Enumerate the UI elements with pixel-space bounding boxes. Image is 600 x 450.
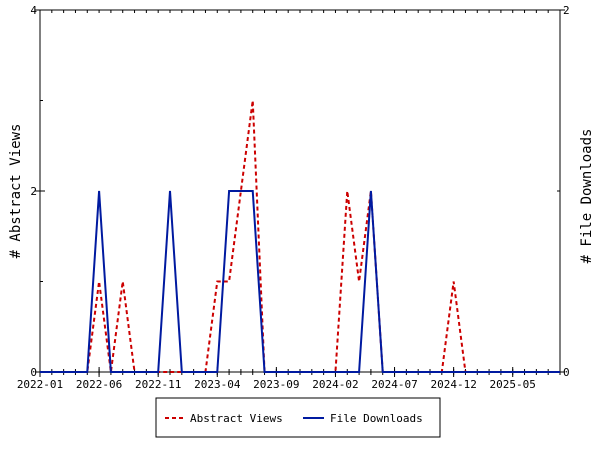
legend-box — [155, 397, 441, 438]
y-axis-ticks: 0 2 4 0 2 — [30, 4, 569, 379]
x-axis-ticks: 2022-01 2022-06 2022-11 2023-04 2023-09 2024-… — [17, 10, 561, 391]
y-right-axis-title: # File Downloads — [579, 129, 595, 264]
x-tick-label: 2022-11 — [135, 378, 181, 391]
y-right-tick-label: 2 — [563, 4, 570, 17]
y-right-tick-label: 0 — [563, 366, 570, 379]
y-left-tick-label: 0 — [30, 366, 37, 379]
legend: Abstract Views File Downloads — [155, 397, 441, 438]
y-left-tick-label: 2 — [30, 185, 37, 198]
x-tick-label: 2023-04 — [194, 378, 241, 391]
x-tick-label: 2024-02 — [312, 378, 358, 391]
legend-abstract-views-label: Abstract Views — [190, 412, 283, 425]
series-layer — [40, 100, 560, 373]
y-left-tick-label: 4 — [30, 4, 37, 17]
legend-file-downloads-label: File Downloads — [330, 412, 423, 425]
series-line-abstract-views — [40, 100, 560, 373]
x-tick-label: 2024-12 — [430, 378, 476, 391]
y-left-axis-title: # Abstract Views — [8, 124, 24, 259]
x-tick-label: 2022-01 — [17, 378, 63, 391]
x-tick-label: 2024-07 — [371, 378, 417, 391]
series-line-file-downloads — [40, 190, 560, 373]
x-tick-label: 2025-05 — [490, 378, 536, 391]
plot-frame — [39, 9, 561, 373]
x-tick-label: 2022-06 — [76, 378, 122, 391]
x-tick-label: 2023-09 — [253, 378, 299, 391]
